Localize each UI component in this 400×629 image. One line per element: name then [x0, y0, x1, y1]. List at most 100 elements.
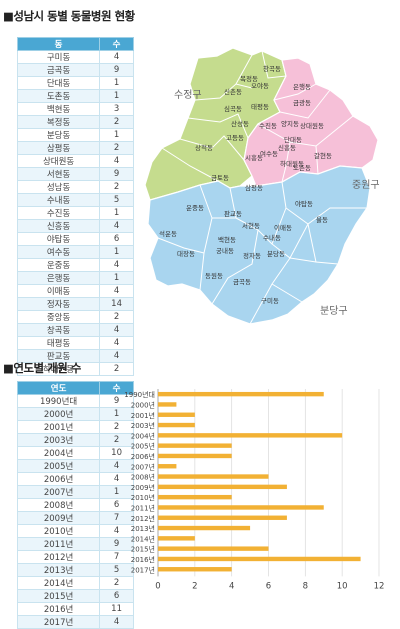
- dong-label: 신흥동: [278, 143, 296, 152]
- dong-row-label: 하대원동: [16, 362, 101, 376]
- dong-label: 단대동: [284, 135, 302, 144]
- dong-row-count: 4: [99, 323, 134, 337]
- bar: [158, 494, 232, 500]
- dong-row-label: 신흥동: [16, 219, 101, 233]
- dong-boundary: [187, 113, 249, 139]
- dong-boundary: [271, 207, 309, 259]
- year-row: 2012년 7: [16, 550, 134, 564]
- dong-label: 금토동: [211, 174, 229, 182]
- year-row-count: 2: [99, 420, 134, 434]
- year-row-label: 2013년: [16, 563, 101, 577]
- dong-row-count: 4: [99, 349, 134, 363]
- dong-row: 백현동 3: [16, 102, 134, 116]
- year-row-count: 5: [99, 563, 134, 577]
- year-header: 연도: [16, 381, 101, 395]
- bar: [158, 525, 251, 531]
- category-label: 2010년: [131, 493, 155, 502]
- dong-row-count: 1: [99, 271, 134, 285]
- year-row-count: 2: [99, 433, 134, 447]
- dong-row-count: 4: [99, 258, 134, 272]
- year-row-count: 1: [99, 407, 134, 421]
- bar: [158, 464, 177, 469]
- x-tick-label: 10: [337, 581, 348, 591]
- year-row-count: 6: [99, 589, 134, 603]
- category-label: 1990년대: [124, 390, 155, 399]
- dong-boundary: [199, 184, 213, 291]
- year-count-header: 수: [99, 381, 134, 395]
- year-row-label: 2012년: [16, 550, 101, 564]
- bar: [158, 422, 195, 428]
- year-row-count: 4: [99, 524, 134, 538]
- dong-row-count: 1: [99, 245, 134, 259]
- dong-row-count: 4: [99, 336, 134, 350]
- dong-row-count: 2: [99, 115, 134, 129]
- year-row: 2017년 4: [16, 615, 134, 629]
- dong-label: 은행동: [293, 82, 311, 91]
- year-row: 2016년 11: [16, 602, 134, 616]
- x-tick-label: 4: [229, 581, 234, 591]
- category-label: 2014년: [131, 534, 155, 543]
- dong-boundary: [279, 89, 331, 119]
- dong-row-count: 4: [99, 219, 134, 233]
- dong-row: 은행동 1: [16, 271, 134, 285]
- dong-label: 궁내동: [216, 246, 234, 255]
- category-label: 2007년: [131, 462, 155, 471]
- year-row-count: 4: [99, 472, 134, 486]
- dong-boundary: [194, 83, 253, 101]
- dong-label: 오야동: [251, 81, 269, 90]
- dong-label: 수진동: [259, 121, 277, 130]
- dong-row-label: 상대원동: [16, 154, 101, 168]
- year-row: 2005년 4: [16, 459, 134, 473]
- dong-boundary: [161, 147, 219, 182]
- dong-row-label: 단대동: [16, 76, 101, 90]
- dong-label: 대장동: [177, 249, 195, 258]
- dong-label: 심곡동: [224, 104, 242, 113]
- year-row: 2010년 4: [16, 524, 134, 538]
- dong-row-count: 2: [99, 180, 134, 194]
- year-row: 2001년 2: [16, 420, 134, 434]
- dong-row-count: 4: [99, 154, 134, 168]
- year-row: 2000년 1: [16, 407, 134, 421]
- category-label: 2017년: [131, 565, 155, 574]
- year-row-count: 6: [99, 498, 134, 512]
- dong-row-count: 3: [99, 102, 134, 116]
- dong-row-count: 5: [99, 193, 134, 207]
- year-row: 2014년 2: [16, 576, 134, 590]
- dong-label: 금광동: [293, 99, 311, 107]
- dong-row: 운중동 4: [16, 258, 134, 272]
- category-label: 2000년: [131, 400, 155, 409]
- year-row-label: 2010년: [16, 524, 101, 538]
- dong-row-label: 이매동: [16, 284, 101, 298]
- sujeong-district-label: 수정구: [174, 89, 202, 101]
- dong-row-label: 정자동: [16, 297, 101, 311]
- dong-row: 금곡동 9: [16, 63, 134, 77]
- year-row: 2011년 9: [16, 537, 134, 551]
- dong-row-count: 2: [99, 362, 134, 376]
- year-row-label: 2009년: [16, 511, 101, 525]
- bar: [158, 412, 195, 417]
- dong-label: 시흥동: [245, 153, 263, 162]
- bar: [158, 515, 287, 520]
- bundang-district-label: 분당구: [320, 305, 348, 317]
- dong-row-label: 분당동: [16, 128, 101, 142]
- category-label: 2011년: [131, 503, 155, 512]
- dong-label: 신촌동: [224, 87, 242, 96]
- dong-boundary: [179, 135, 245, 161]
- dong-boundary: [273, 83, 317, 101]
- dong-row-count: 14: [99, 297, 134, 311]
- year-row-label: 2000년: [16, 407, 101, 421]
- dong-label: 운중동: [186, 204, 204, 212]
- dong-label: 이매동: [274, 223, 292, 232]
- dong-label: 하대원동: [280, 159, 304, 168]
- dong-row-label: 구미동: [16, 50, 101, 64]
- dong-row: 성남동 2: [16, 180, 134, 194]
- year-row: 2004년 10: [16, 446, 134, 460]
- dong-row-label: 성남동: [16, 180, 101, 194]
- bar: [158, 433, 343, 438]
- year-row-count: 9: [99, 394, 134, 408]
- dong-table: 동 수 구미동 4 금곡동 9 단대동 1 도촌동 1 백현동 3 복정동 2 분당동 1 삼평동 2 상대원동…: [16, 37, 134, 376]
- bar: [158, 505, 324, 510]
- dong-label: 율동: [316, 216, 328, 224]
